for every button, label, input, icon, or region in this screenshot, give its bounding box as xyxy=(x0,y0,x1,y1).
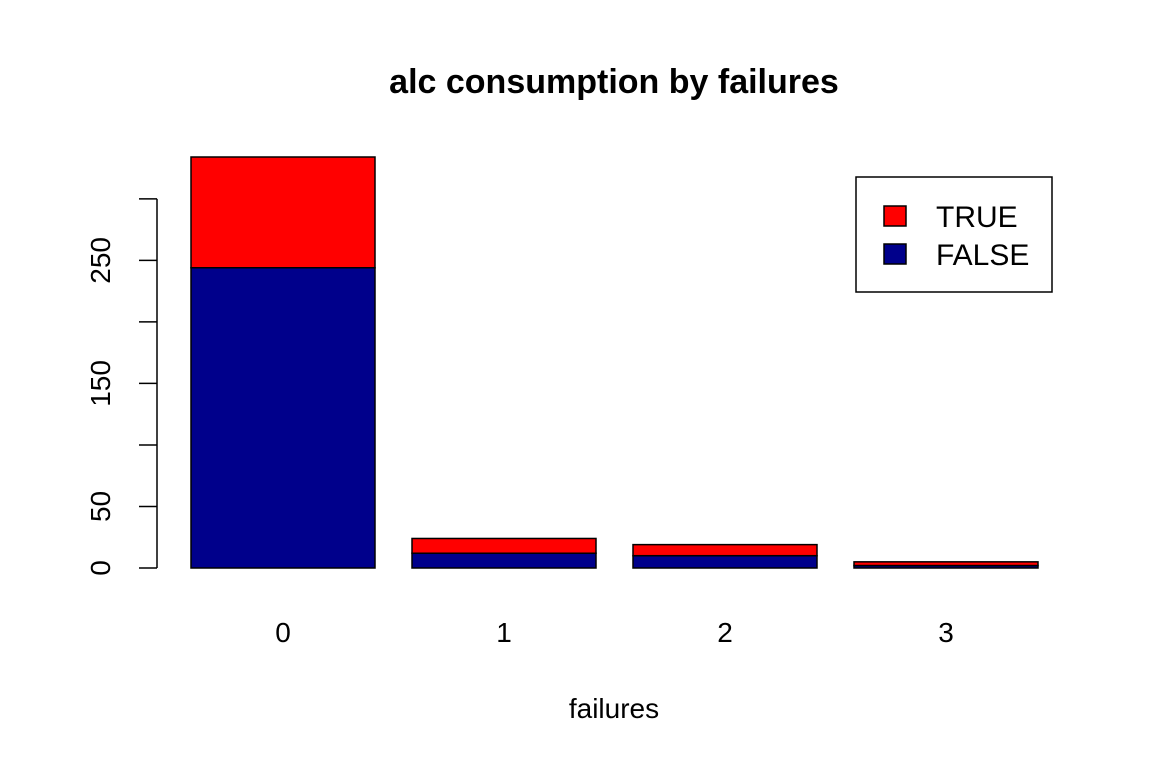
legend-box xyxy=(855,176,1053,293)
bar-true-3 xyxy=(853,561,1039,567)
legend-label-true: TRUE xyxy=(936,201,1018,234)
bar-false-0 xyxy=(190,266,376,569)
x-axis-labels: 0 1 2 3 xyxy=(275,617,954,648)
chart-title: alc consumption by failures xyxy=(389,63,839,101)
y-axis: 0 50 150 250 xyxy=(85,198,158,576)
legend-swatch-true xyxy=(883,205,907,227)
bar-true-2 xyxy=(632,543,818,557)
legend-label-false: FALSE xyxy=(936,239,1029,272)
x-tick-label: 3 xyxy=(938,617,954,648)
y-tick-label: 0 xyxy=(85,560,116,576)
y-tick-label: 150 xyxy=(85,360,116,407)
x-tick-label: 0 xyxy=(275,617,291,648)
y-tick-label: 250 xyxy=(85,237,116,284)
x-tick-label: 2 xyxy=(717,617,733,648)
legend-swatch-false xyxy=(883,243,907,265)
bar-true-0 xyxy=(190,156,376,269)
legend: TRUE FALSE xyxy=(855,176,1053,293)
y-tick-label: 50 xyxy=(85,491,116,522)
x-tick-label: 1 xyxy=(496,617,512,648)
bar-true-1 xyxy=(411,537,597,554)
bar-false-2 xyxy=(632,554,818,569)
x-axis-label: failures xyxy=(569,693,659,724)
bars-group xyxy=(190,156,1039,569)
bar-false-1 xyxy=(411,552,597,569)
